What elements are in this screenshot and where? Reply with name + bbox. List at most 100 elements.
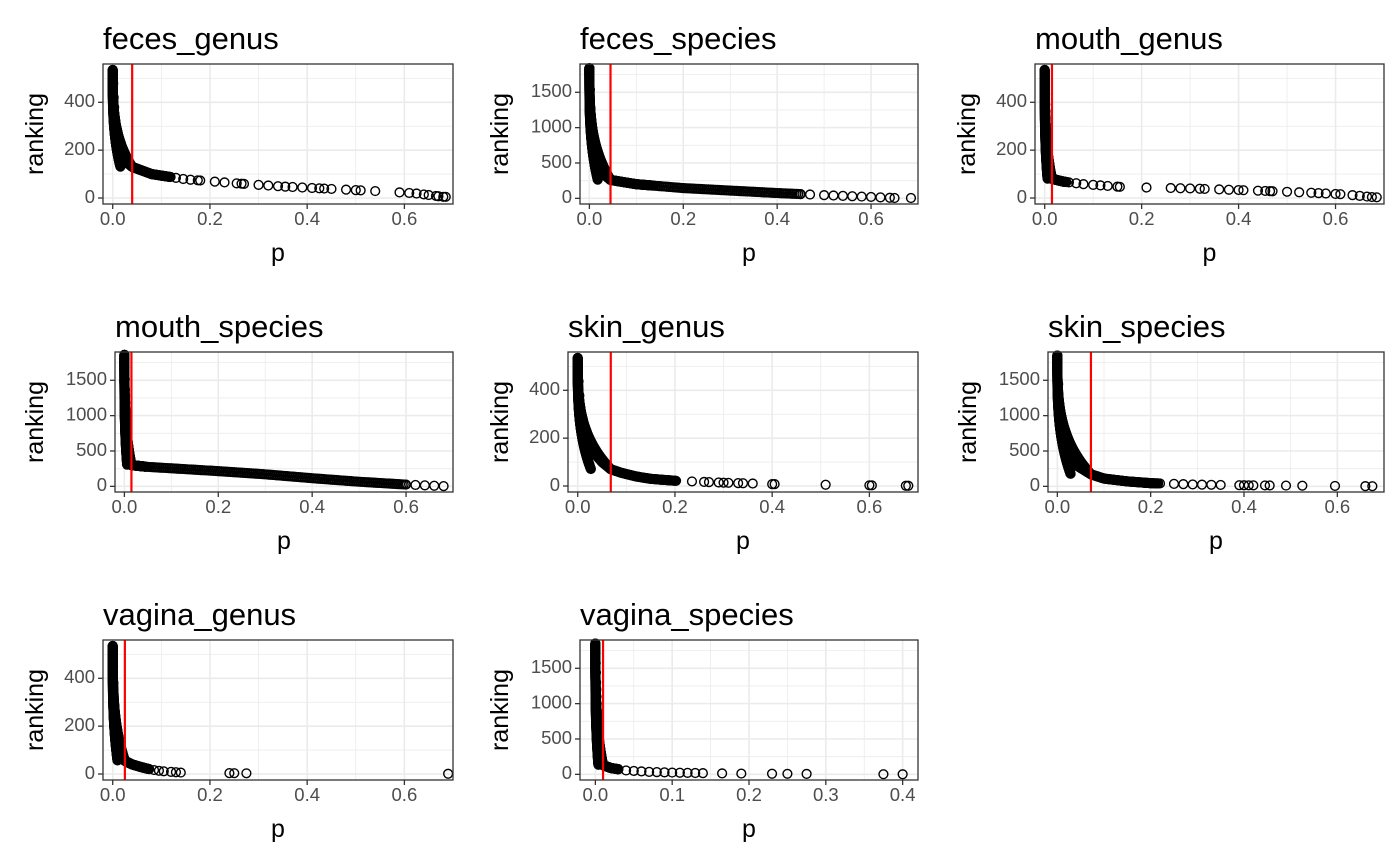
- data-point: [109, 101, 120, 113]
- y-tick-label: 1500: [66, 368, 107, 389]
- y-tick-label: 400: [64, 90, 95, 111]
- y-axis-title: ranking: [486, 381, 514, 463]
- y-tick-label: 500: [76, 439, 107, 460]
- panel-title: vagina_genus: [103, 597, 296, 632]
- data-point: [209, 176, 220, 187]
- y-axis-title: ranking: [21, 669, 49, 751]
- data-point: [1040, 106, 1051, 117]
- data-point: [1114, 181, 1125, 192]
- data-point: [1313, 188, 1324, 199]
- data-point: [1206, 479, 1217, 490]
- y-tick-label: 200: [64, 138, 95, 159]
- points: [107, 64, 451, 202]
- y-axis-title: ranking: [954, 381, 982, 463]
- data-point: [884, 192, 895, 203]
- x-axis-title: p: [1203, 239, 1217, 267]
- data-point: [319, 183, 330, 194]
- y-tick-label: 0: [550, 474, 560, 495]
- data-point: [1335, 189, 1346, 200]
- y-tick-label: 200: [996, 138, 1027, 159]
- x-tick-label: 0.0: [100, 784, 126, 805]
- y-tick-label: 500: [541, 151, 572, 172]
- x-axis-title: p: [277, 527, 291, 555]
- data-point: [238, 178, 250, 189]
- x-tick-label: 0.6: [1323, 208, 1349, 229]
- data-point: [231, 178, 242, 189]
- data-point: [263, 180, 274, 191]
- panel-border: [1034, 63, 1385, 205]
- gridlines: [580, 64, 918, 204]
- data-point: [253, 179, 264, 190]
- data-point: [1214, 184, 1225, 195]
- data-point: [272, 181, 284, 192]
- panel-border: [579, 63, 919, 205]
- y-axis-title: ranking: [953, 93, 981, 175]
- panel-border: [1047, 351, 1385, 493]
- data-point: [419, 480, 430, 491]
- data-point: [587, 137, 598, 148]
- data-point: [185, 174, 196, 185]
- y-tick-label: 0: [562, 186, 572, 207]
- data-point: [1238, 185, 1249, 196]
- data-point: [1194, 183, 1205, 194]
- x-tick-label: 0.2: [197, 784, 223, 805]
- data-point: [1361, 191, 1373, 202]
- x-tick-label: 0.4: [294, 208, 320, 229]
- data-point: [1294, 187, 1305, 198]
- x-tick-label: 0.0: [565, 496, 591, 517]
- data-point: [1165, 182, 1176, 194]
- data-point: [1347, 190, 1358, 201]
- y-tick-label: 0: [85, 762, 95, 783]
- x-tick-label: 0.4: [764, 208, 790, 229]
- x-tick-label: 0.4: [759, 496, 785, 517]
- data-point: [1040, 112, 1051, 124]
- data-point: [1178, 479, 1189, 490]
- x-tick-label: 0.0: [1032, 208, 1058, 229]
- y-tick-label: 0: [97, 474, 107, 495]
- data-point: [585, 114, 597, 125]
- data-point: [1330, 188, 1341, 200]
- data-point: [107, 64, 118, 76]
- data-point: [585, 103, 596, 114]
- x-axis-title: p: [1209, 527, 1223, 555]
- data-point: [1223, 184, 1234, 195]
- panel-border: [102, 639, 454, 781]
- data-point: [1039, 64, 1050, 76]
- panel-title: skin_species: [1048, 309, 1225, 344]
- panel-title: mouth_species: [115, 309, 324, 344]
- y-tick-label: 200: [529, 426, 560, 447]
- panel-title: feces_genus: [103, 21, 279, 56]
- data-point: [1306, 187, 1317, 198]
- data-point: [588, 146, 599, 157]
- y-tick-label: 400: [996, 90, 1027, 111]
- x-tick-label: 0.4: [1226, 208, 1252, 229]
- x-tick-label: 0.2: [1138, 496, 1164, 517]
- x-axis-title: p: [271, 239, 285, 267]
- data-point: [1260, 185, 1271, 197]
- gridlines: [580, 640, 918, 780]
- data-point: [108, 92, 119, 103]
- data-point: [411, 188, 422, 199]
- points: [572, 352, 914, 491]
- data-point: [1039, 76, 1050, 88]
- y-tick-label: 400: [529, 378, 560, 399]
- x-tick-label: 0.6: [392, 208, 418, 229]
- data-point: [1088, 179, 1099, 190]
- data-point: [433, 191, 444, 202]
- data-point: [1056, 176, 1067, 187]
- y-tick-label: 0: [1017, 186, 1027, 207]
- x-tick-label: 0.2: [670, 208, 696, 229]
- y-axis-title: ranking: [486, 93, 514, 175]
- panel-title: feces_species: [580, 21, 776, 56]
- data-point: [586, 124, 597, 136]
- gridlines: [1048, 352, 1384, 492]
- points: [1039, 64, 1382, 203]
- data-point: [847, 191, 858, 202]
- data-point: [1281, 186, 1293, 197]
